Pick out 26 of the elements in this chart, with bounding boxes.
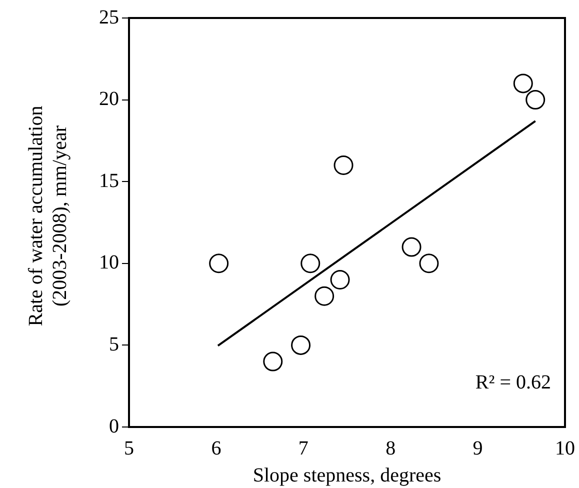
- y-axis-title: Rate of water accumulation (2003-2008), mm/year: [24, 106, 72, 326]
- point: [334, 155, 354, 175]
- point: [263, 352, 283, 372]
- point: [314, 286, 334, 306]
- x-tick-label: 10: [555, 437, 575, 460]
- y-tick-label: 15: [99, 170, 119, 192]
- y-tick-label: 5: [109, 333, 119, 356]
- annotation: R² = 0.62: [475, 371, 551, 394]
- x-tick-label: 9: [472, 437, 483, 460]
- x-tick-label: 8: [386, 437, 396, 460]
- point: [526, 90, 546, 110]
- point: [291, 335, 311, 355]
- point: [330, 270, 350, 290]
- y-tick-label: 25: [99, 6, 119, 28]
- x-tick-label: 7: [298, 437, 308, 460]
- point: [402, 237, 422, 257]
- point: [300, 254, 320, 274]
- point: [209, 254, 229, 274]
- y-tick-label: 20: [99, 88, 119, 110]
- x-tick-label: 5: [124, 437, 134, 460]
- y-tick-label: 10: [99, 252, 119, 274]
- x-axis-title: Slope stepness, degrees: [252, 464, 442, 486]
- point: [513, 74, 533, 94]
- x-tick-label: 6: [211, 437, 222, 460]
- point: [419, 254, 439, 274]
- y-tick-label: 0: [109, 415, 119, 438]
